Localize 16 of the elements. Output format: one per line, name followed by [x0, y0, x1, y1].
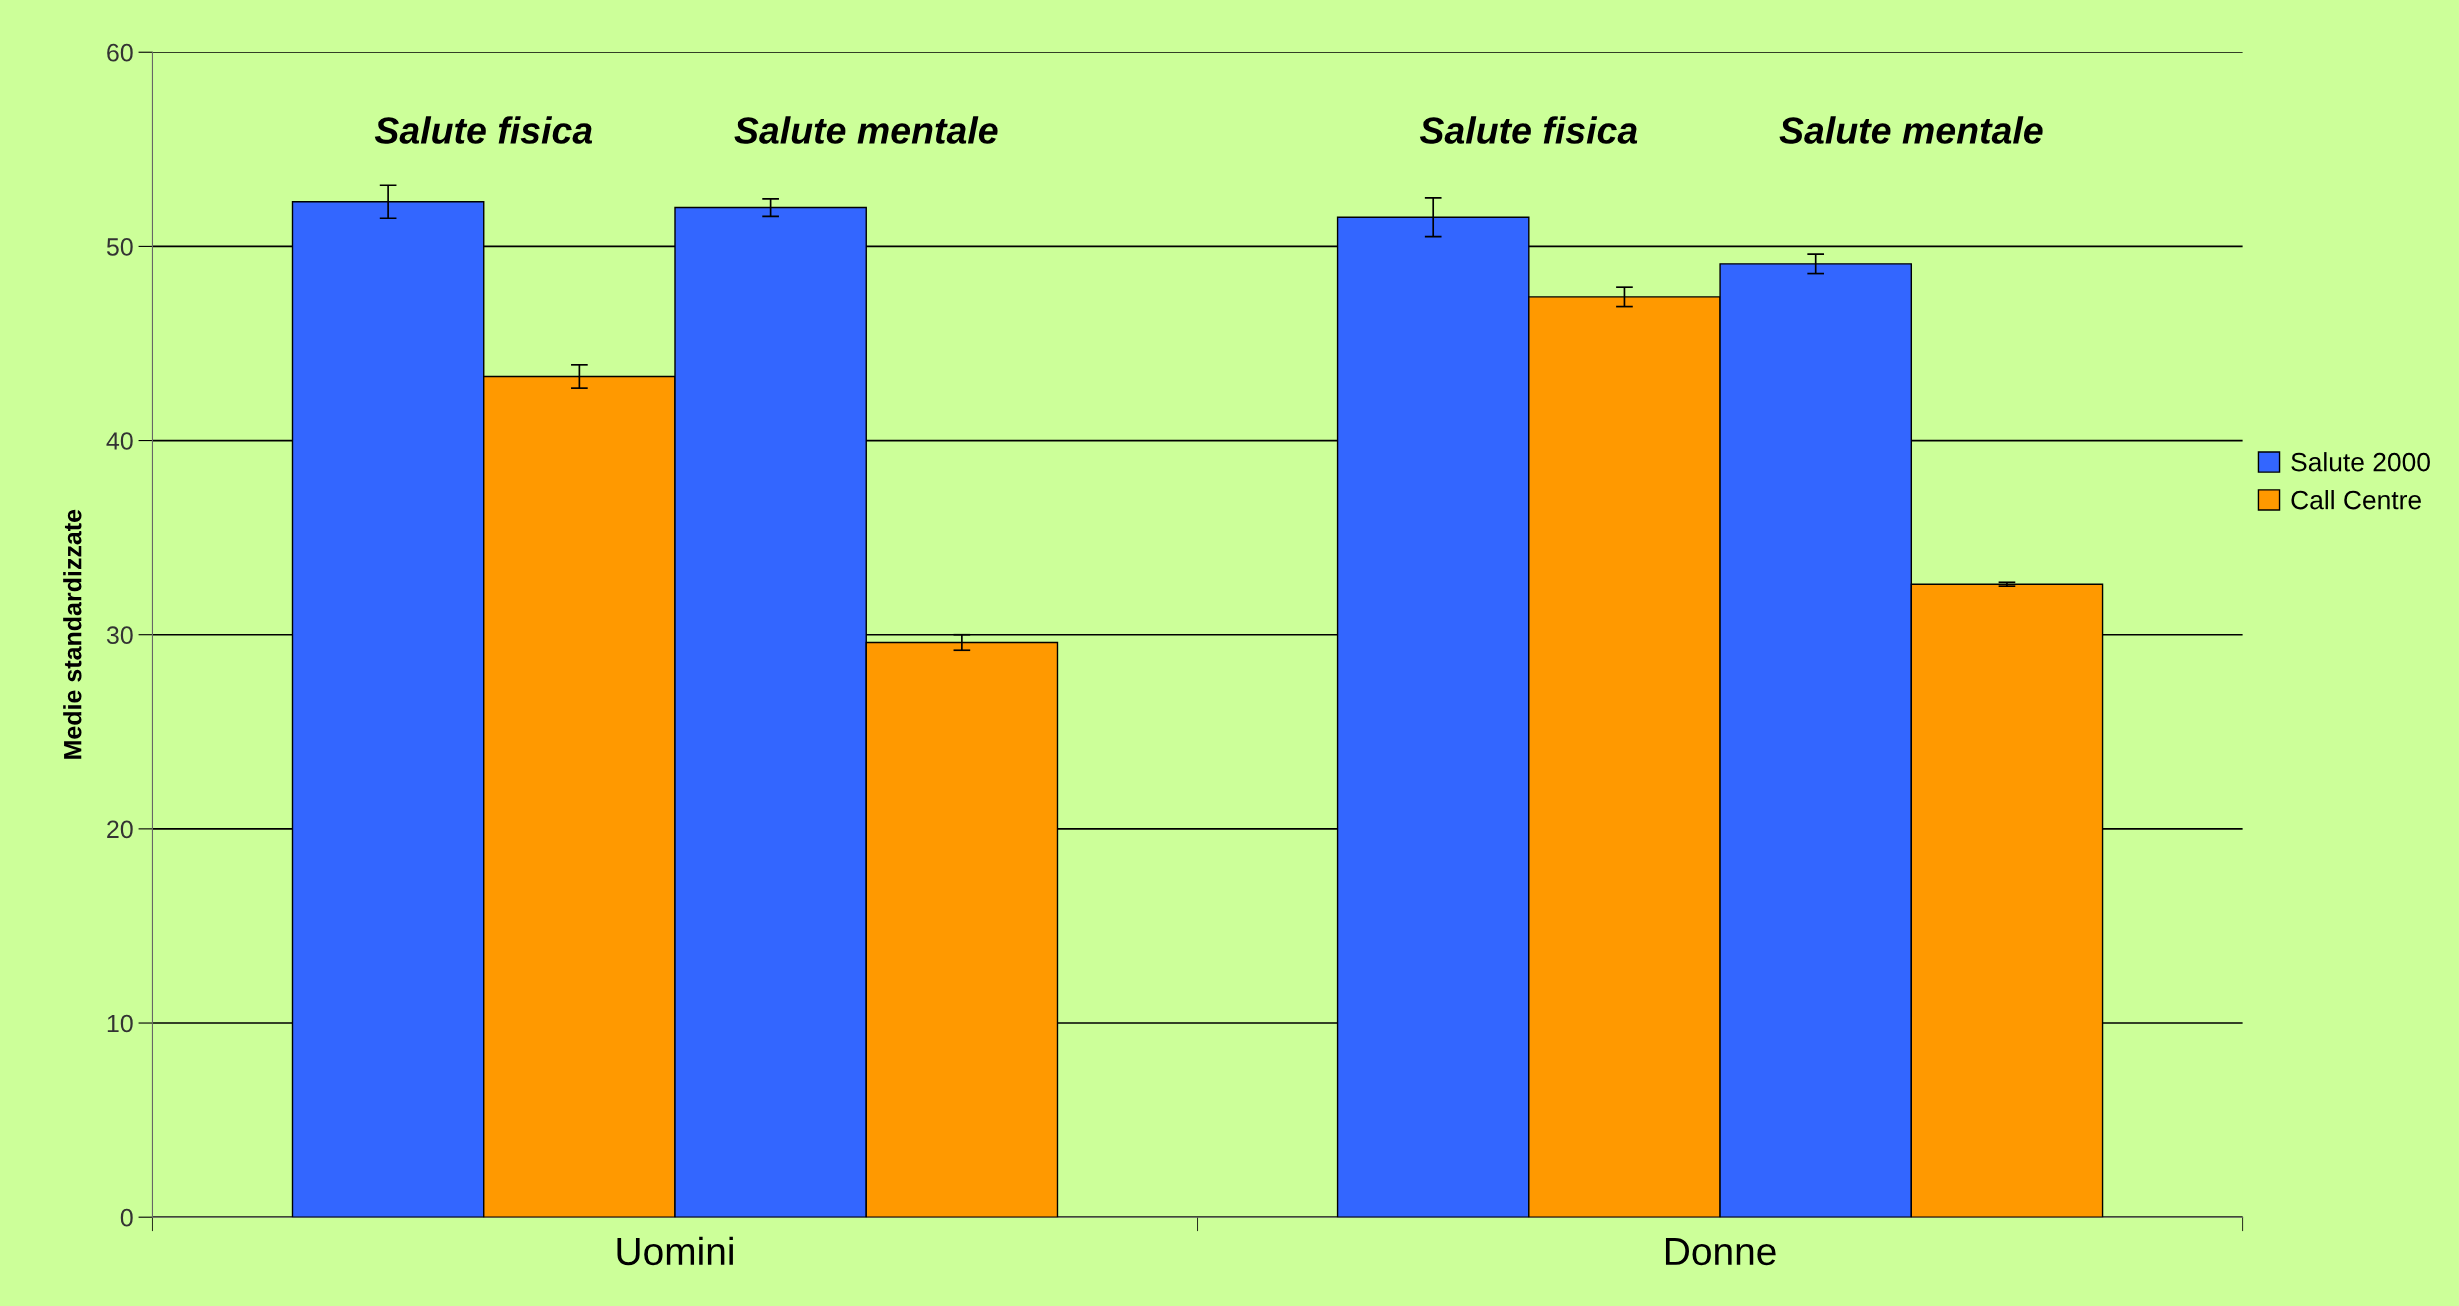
- legend-label: Salute 2000: [2291, 452, 2430, 472]
- y-tick-label: 30: [106, 626, 133, 645]
- y-axis-title: Medie standardizzate: [63, 509, 82, 759]
- annotation: Salute mentale: [734, 116, 998, 144]
- annotation: Salute fisica: [1419, 116, 1638, 144]
- y-tick-label: 60: [107, 43, 133, 62]
- y-tick-label: 20: [107, 820, 133, 839]
- legend-label: Call Centre: [2291, 490, 2421, 510]
- annotation: Salute mentale: [1779, 116, 2043, 144]
- x-tick-label: Donne: [1665, 1238, 1776, 1266]
- y-tick-label: 10: [107, 1014, 133, 1033]
- y-tick-label: 0: [120, 1208, 133, 1227]
- y-tick-label: 50: [106, 238, 133, 256]
- x-tick-label: Uomini: [617, 1236, 733, 1266]
- annotation: Salute fisica: [374, 116, 593, 144]
- y-tick-label: 40: [106, 432, 133, 450]
